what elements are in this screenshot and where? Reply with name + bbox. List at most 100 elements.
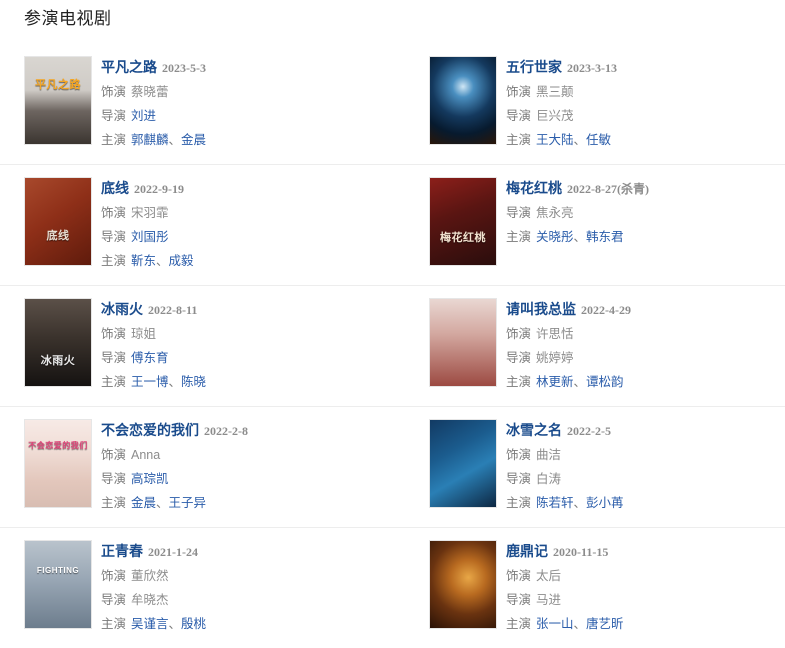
work-starring-actor[interactable]: 靳东 — [131, 254, 157, 268]
work-info: 冰雨火 2022-8-11 饰演 琼姐 导演 傅东育 主演 王一博、陈晓 — [92, 298, 206, 394]
work-role-label: 饰演 — [506, 569, 532, 583]
work-title-link[interactable]: 底线 — [101, 180, 129, 196]
work-role-value: Anna — [131, 448, 161, 462]
starring-separator: 、 — [573, 496, 587, 510]
work-starring-actor[interactable]: 成毅 — [168, 254, 194, 268]
work-poster[interactable] — [429, 540, 497, 629]
work-role-value: 太后 — [536, 569, 562, 583]
work-starring-actor[interactable]: 关晓彤 — [536, 230, 574, 244]
work-title-link[interactable]: 梅花红桃 — [506, 180, 562, 196]
work-poster[interactable]: 底线 — [24, 177, 92, 266]
work-release-date: 2022-2-8 — [204, 424, 248, 438]
poster-artwork — [430, 299, 496, 386]
work-poster[interactable] — [429, 419, 497, 508]
work-title-line: 请叫我总监 2022-4-29 — [506, 299, 631, 320]
work-poster[interactable] — [429, 298, 497, 387]
work-starring-line: 主演 金晨、王子异 — [101, 491, 248, 515]
work-role-line: 饰演 董欣然 — [101, 564, 206, 588]
work-info: 五行世家 2023-3-13 饰演 黑三颠 导演 巨兴茂 主演 王大陆、任敏 — [497, 56, 617, 152]
work-title-link[interactable]: 正青春 — [101, 543, 143, 559]
work-title-link[interactable]: 冰雪之名 — [506, 422, 562, 438]
work-starring-actor[interactable]: 吴谨言 — [131, 617, 169, 631]
work-director-label: 导演 — [506, 351, 532, 365]
work-starring-line: 主演 吴谨言、殷桃 — [101, 612, 206, 636]
work-release-date: 2022-8-11 — [148, 303, 198, 317]
work-role-value: 宋羽霏 — [131, 206, 169, 220]
work-director-value: 姚婷婷 — [536, 351, 574, 365]
work-starring-actor[interactable]: 任敏 — [586, 133, 612, 147]
page-title: 参演电视剧 — [24, 9, 112, 28]
work-starring-actor[interactable]: 金晨 — [181, 133, 207, 147]
work-director-value[interactable]: 高琮凯 — [131, 472, 169, 486]
work-title-line: 正青春 2021-1-24 — [101, 541, 206, 562]
work-info: 梅花红桃 2022-8-27(杀青) 导演 焦永亮 主演 关晓彤、韩东君 — [497, 177, 649, 273]
work-title-link[interactable]: 请叫我总监 — [506, 301, 576, 317]
work-role-line: 饰演 Anna — [101, 443, 248, 467]
work-poster[interactable]: 冰雨火 — [24, 298, 92, 387]
work-item: 梅花红桃 梅花红桃 2022-8-27(杀青) 导演 焦永亮 主演 关晓彤、韩东君 — [392, 165, 784, 285]
work-poster[interactable] — [429, 56, 497, 145]
work-starring-actor[interactable]: 唐艺昕 — [586, 617, 624, 631]
work-item: 不会恋爱的我们 不会恋爱的我们 2022-2-8 饰演 Anna 导演 高琮凯 主演 金晨、王子… — [0, 407, 392, 527]
work-info: 鹿鼎记 2020-11-15 饰演 太后 导演 马进 主演 张一山、唐艺昕 — [497, 540, 624, 636]
work-director-label: 导演 — [101, 593, 127, 607]
work-starring-actor[interactable]: 谭松韵 — [586, 375, 624, 389]
work-director-value: 焦永亮 — [536, 206, 574, 220]
work-info: 底线 2022-9-19 饰演 宋羽霏 导演 刘国彤 主演 靳东、成毅 — [92, 177, 194, 273]
work-title-link[interactable]: 不会恋爱的我们 — [101, 422, 199, 438]
work-starring-actor[interactable]: 林更新 — [536, 375, 574, 389]
poster-artwork — [25, 299, 91, 386]
work-release-date: 2021-1-24 — [148, 545, 198, 559]
work-starring-actor[interactable]: 陈若轩 — [536, 496, 574, 510]
work-title-link[interactable]: 鹿鼎记 — [506, 543, 548, 559]
work-role-label: 饰演 — [101, 448, 127, 462]
work-info: 平凡之路 2023-5-3 饰演 蔡晓蕾 导演 刘进 主演 郭麒麟、金晨 — [92, 56, 206, 152]
work-title-line: 不会恋爱的我们 2022-2-8 — [101, 420, 248, 441]
work-starring-actor[interactable]: 王一博 — [131, 375, 169, 389]
work-director-value[interactable]: 刘进 — [131, 109, 157, 123]
work-title-link[interactable]: 冰雨火 — [101, 301, 143, 317]
poster-caption: 平凡之路 — [35, 79, 81, 91]
work-row: 底线 底线 2022-9-19 饰演 宋羽霏 导演 刘国彤 主演 靳东、成毅 梅花红桃 梅花红桃 20… — [0, 165, 785, 286]
work-starring-actor[interactable]: 殷桃 — [181, 617, 207, 631]
poster-artwork — [25, 57, 91, 144]
work-director-line: 导演 姚婷婷 — [506, 346, 631, 370]
poster-caption: 梅花红桃 — [440, 232, 486, 244]
poster-caption: 不会恋爱的我们 — [28, 441, 88, 450]
work-director-line: 导演 焦永亮 — [506, 201, 649, 225]
work-role-label: 饰演 — [506, 327, 532, 341]
work-poster[interactable]: 梅花红桃 — [429, 177, 497, 266]
work-starring-actor[interactable]: 金晨 — [131, 496, 157, 510]
starring-separator: 、 — [573, 133, 587, 147]
work-role-label: 饰演 — [101, 569, 127, 583]
work-director-value[interactable]: 傅东育 — [131, 351, 169, 365]
work-starring-actor[interactable]: 王大陆 — [536, 133, 574, 147]
work-row: FIGHTING 正青春 2021-1-24 饰演 董欣然 导演 牟晓杰 主演 吴谨言、殷桃 鹿鼎… — [0, 528, 785, 648]
work-role-value: 许思恬 — [536, 327, 574, 341]
work-director-value: 马进 — [536, 593, 562, 607]
work-title-link[interactable]: 五行世家 — [506, 59, 562, 75]
work-starring-actor[interactable]: 王子异 — [168, 496, 207, 510]
work-poster[interactable]: 不会恋爱的我们 — [24, 419, 92, 508]
work-director-label: 导演 — [506, 472, 532, 486]
work-role-value: 琼姐 — [131, 327, 157, 341]
work-title-link[interactable]: 平凡之路 — [101, 59, 157, 75]
work-starring-line: 主演 张一山、唐艺昕 — [506, 612, 624, 636]
work-starring-actor[interactable]: 彭小苒 — [586, 496, 624, 510]
work-starring-actor[interactable]: 陈晓 — [181, 375, 207, 389]
work-starring-label: 主演 — [506, 133, 532, 147]
work-poster[interactable]: FIGHTING — [24, 540, 92, 629]
work-starring-actor[interactable]: 郭麒麟 — [131, 133, 169, 147]
work-poster[interactable]: 平凡之路 — [24, 56, 92, 145]
work-role-line: 饰演 曲洁 — [506, 443, 624, 467]
work-release-date: 2023-3-13 — [567, 61, 617, 75]
work-starring-actor[interactable]: 张一山 — [536, 617, 574, 631]
work-item: 冰雨火 冰雨火 2022-8-11 饰演 琼姐 导演 傅东育 主演 王一博、陈晓 — [0, 286, 392, 406]
starring-separator: 、 — [573, 617, 587, 631]
work-director-value[interactable]: 刘国彤 — [131, 230, 169, 244]
work-item: 五行世家 2023-3-13 饰演 黑三颠 导演 巨兴茂 主演 王大陆、任敏 — [392, 44, 784, 164]
work-starring-actor[interactable]: 韩东君 — [586, 230, 624, 244]
work-item: FIGHTING 正青春 2021-1-24 饰演 董欣然 导演 牟晓杰 主演 吴谨言、殷桃 — [0, 528, 392, 648]
work-role-label: 饰演 — [506, 85, 532, 99]
